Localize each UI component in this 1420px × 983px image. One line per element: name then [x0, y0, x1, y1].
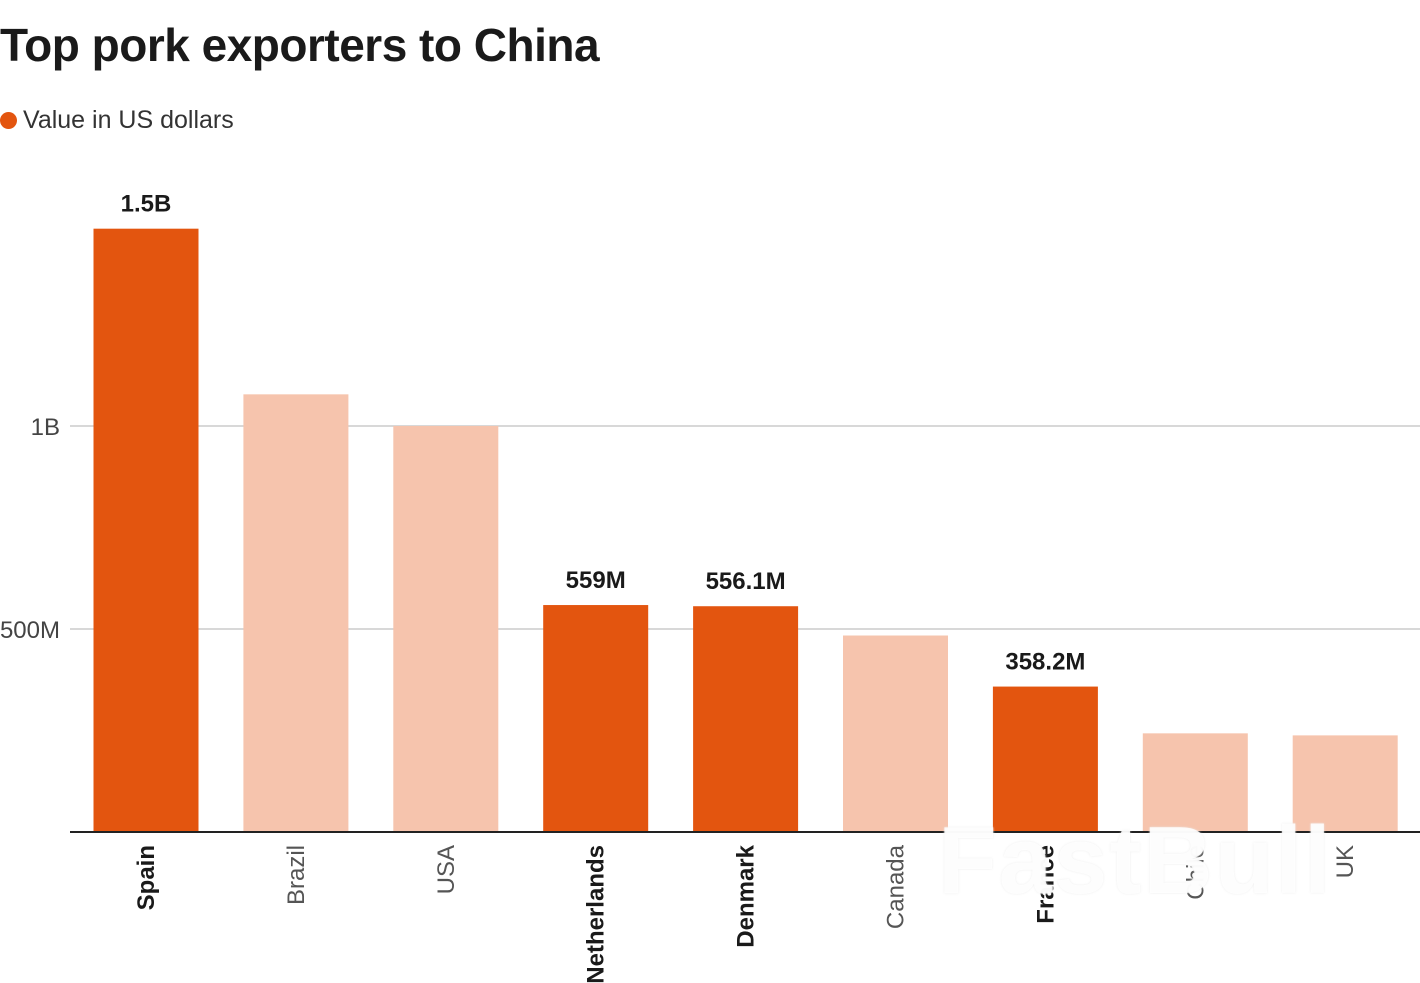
- data-label: 559M: [566, 567, 626, 594]
- bar-netherlands: [543, 605, 649, 832]
- data-labels: 1.5B 559M 556.1M 358.2M: [121, 191, 1086, 676]
- y-tick-label: 500M: [0, 617, 60, 644]
- data-label: 358.2M: [1005, 649, 1085, 676]
- y-tick-label: 1B: [31, 414, 60, 441]
- bar-usa: [393, 426, 499, 832]
- bar-uk: [1292, 735, 1398, 832]
- bars: [93, 228, 1398, 832]
- x-axis: Spain Brazil USA Netherlands Denmark Canada Fr…: [70, 831, 1420, 983]
- bar-denmark: [693, 606, 799, 832]
- legend: Value in US dollars: [0, 106, 234, 135]
- x-tick-label: UK: [1332, 845, 1359, 878]
- legend-label: Value in US dollars: [23, 106, 234, 134]
- bar-france: [992, 686, 1098, 832]
- legend-swatch: [0, 112, 17, 129]
- x-tick-label: USA: [433, 845, 460, 894]
- bar-brazil: [243, 394, 349, 832]
- x-tick-label: Brazil: [283, 845, 310, 905]
- x-tick-label: Netherlands: [583, 845, 610, 983]
- data-label: 1.5B: [121, 191, 172, 218]
- x-tick-label: Spain: [133, 845, 160, 910]
- x-tick-label: Denmark: [733, 844, 760, 947]
- bar-chile: [1142, 733, 1248, 832]
- bar-spain: [93, 228, 199, 832]
- x-tick-label: Canada: [883, 844, 910, 929]
- chart-title: Top pork exporters to China: [0, 19, 600, 71]
- x-tick-label: Chile: [1182, 845, 1209, 900]
- data-label: 556.1M: [706, 568, 786, 595]
- x-tick-label: France: [1032, 845, 1059, 924]
- bar-canada: [843, 635, 948, 832]
